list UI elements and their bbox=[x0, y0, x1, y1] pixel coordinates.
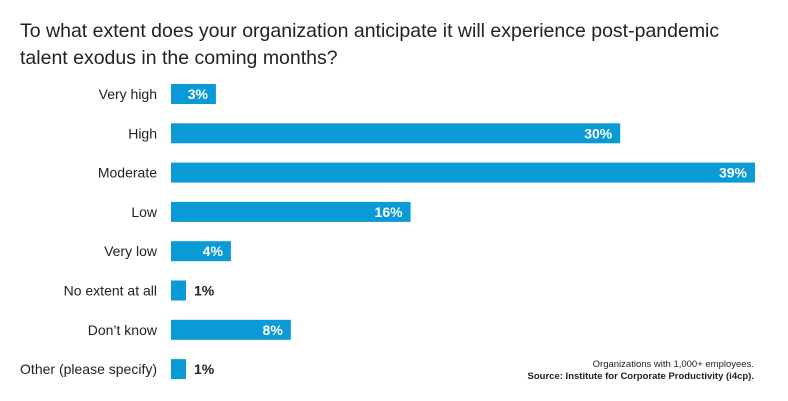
bar bbox=[171, 359, 186, 380]
data-label: 39% bbox=[719, 165, 748, 181]
data-label: 30% bbox=[584, 125, 613, 141]
chart-title: To what extent does your organization an… bbox=[20, 20, 720, 69]
bar bbox=[171, 241, 231, 262]
category-label: Other (please specify) bbox=[20, 361, 157, 377]
bar bbox=[171, 201, 411, 222]
data-label: 1% bbox=[194, 361, 215, 377]
data-label: 8% bbox=[263, 322, 284, 338]
data-label: 1% bbox=[194, 283, 215, 299]
source-line: Source: Institute for Corporate Producti… bbox=[527, 371, 754, 382]
bar bbox=[171, 280, 186, 301]
bar bbox=[171, 123, 621, 144]
category-label: High bbox=[128, 125, 157, 141]
category-label: Moderate bbox=[98, 165, 157, 181]
data-label: 4% bbox=[203, 243, 224, 259]
category-label: Very high bbox=[99, 86, 157, 102]
chart-footnote: Organizations with 1,000+ employees. Sou… bbox=[528, 359, 754, 383]
category-label: Low bbox=[131, 204, 158, 220]
category-label: No extent at all bbox=[64, 283, 157, 299]
bar bbox=[171, 84, 216, 104]
footnote-line: Organizations with 1,000+ employees. bbox=[592, 359, 754, 370]
category-label: Don’t know bbox=[88, 322, 158, 338]
data-label: 16% bbox=[375, 204, 404, 220]
category-label: Very low bbox=[104, 243, 158, 259]
bar bbox=[171, 319, 291, 340]
bar bbox=[171, 162, 755, 183]
data-label: 3% bbox=[188, 86, 209, 102]
bars-group: Very high 3% High 30% Moderate 39% Low 16% Very … bbox=[20, 84, 755, 380]
